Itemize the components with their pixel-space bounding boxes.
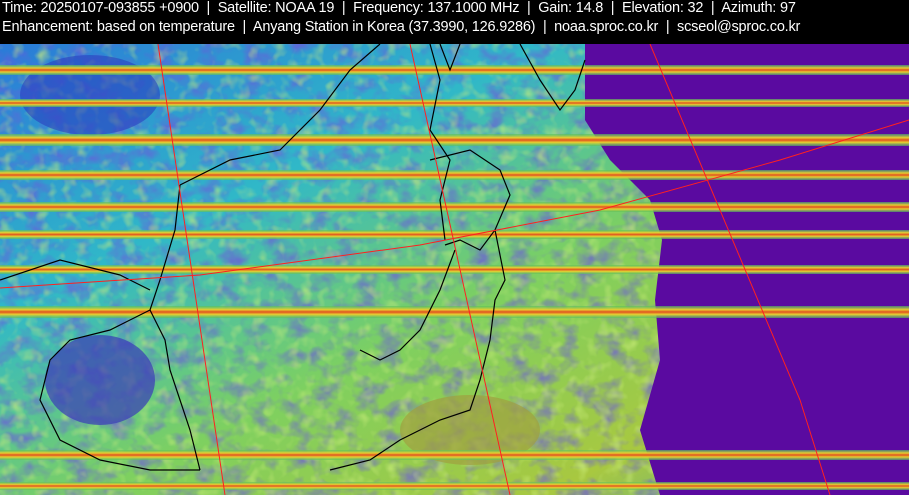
noise-band [0,134,909,146]
noise-band [0,65,909,75]
coastline-honshu [329,229,506,471]
noise-band [0,170,909,180]
noise-band [0,306,909,318]
coastline-hokkaido [429,149,511,251]
grid-line [409,44,511,495]
noise-band [0,99,909,107]
warm-land-patch [400,395,540,465]
info-header: Time: 20250107-093855 +0900 | Satellite:… [0,0,909,44]
cold-cloud-patch [45,335,155,425]
noise-band [0,265,909,274]
grid-lines [0,44,909,495]
grid-line [649,44,801,401]
coastline-sakhalin-russia [429,44,461,241]
coastlines [0,44,586,471]
noise-bands [0,65,909,490]
noise-band [0,202,909,212]
coastline-kamchatka [519,44,586,112]
station-info-line: Enhancement: based on temperature | Anya… [2,19,801,35]
noise-band [0,450,909,460]
grid-line [157,44,226,495]
coastline-korea [39,184,201,471]
grid-line [799,399,831,495]
coastline-manchuria [0,44,381,291]
noise-band [0,482,909,490]
noise-band [0,230,909,239]
grid-line [0,119,909,289]
satellite-image [0,44,909,495]
capture-info-line: Time: 20250107-093855 +0900 | Satellite:… [2,0,796,16]
coastline-honshu-west [359,249,456,361]
